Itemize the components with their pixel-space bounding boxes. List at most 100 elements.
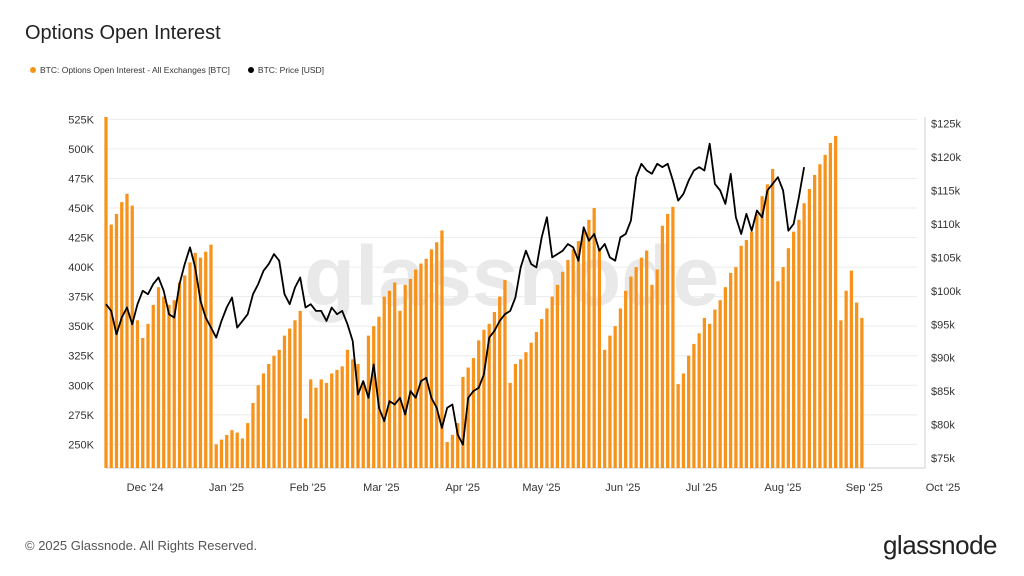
oi-bar	[130, 205, 134, 469]
x-tick-label: Jul '25	[686, 482, 717, 494]
y-left-tick-label: 375K	[68, 292, 94, 304]
legend-item-open-interest[interactable]: BTC: Options Open Interest - All Exchang…	[30, 65, 230, 75]
oi-bar	[382, 296, 386, 468]
oi-bar	[545, 308, 549, 468]
oi-bar	[629, 276, 633, 468]
oi-bar	[450, 434, 455, 468]
oi-bar	[282, 335, 287, 468]
oi-bar	[655, 269, 659, 468]
oi-bar	[214, 444, 218, 468]
oi-bar	[324, 382, 329, 468]
y-right-tick-label: $115k	[931, 186, 961, 198]
y-right-tick-label: $110k	[931, 219, 961, 231]
oi-bar	[177, 282, 182, 468]
oi-bar	[120, 202, 124, 468]
y-right-tick-label: $75k	[931, 453, 955, 465]
oi-bar	[561, 271, 565, 468]
x-tick-label: Mar '25	[363, 482, 399, 494]
y-left-tick-label: 425K	[68, 233, 94, 245]
y-right-tick-label: $80k	[931, 420, 955, 432]
chart-title: Options Open Interest	[25, 22, 221, 44]
y-right-tick-label: $105k	[931, 252, 961, 264]
y-left-tick-label: 275K	[68, 410, 94, 422]
legend-dot-price-icon	[247, 67, 254, 73]
oi-bar	[608, 335, 612, 468]
legend-dot-open-interest-icon	[30, 67, 36, 73]
oi-bar	[256, 385, 260, 468]
oi-bar	[818, 164, 822, 469]
oi-bar	[645, 250, 649, 468]
oi-bar	[477, 340, 481, 468]
y-right-tick-label: $120k	[931, 152, 961, 164]
oi-bar	[251, 403, 255, 468]
oi-bar	[461, 377, 465, 468]
oi-bar	[135, 320, 140, 468]
oi-bar	[330, 373, 334, 468]
oi-bar	[666, 213, 670, 468]
legend-item-price[interactable]: BTC: Price [USD]	[247, 65, 325, 75]
legend-label-open-interest: BTC: Options Open Interest - All Exchang…	[40, 65, 230, 75]
oi-bar	[781, 267, 785, 468]
oi-bar	[855, 302, 859, 468]
oi-bar	[162, 296, 166, 468]
oi-bar	[209, 244, 213, 468]
oi-bar	[582, 231, 586, 468]
oi-bar	[151, 304, 155, 468]
oi-bar	[587, 219, 591, 468]
oi-bar	[729, 273, 733, 468]
y-left-tick-label: 525K	[68, 114, 94, 126]
oi-bar	[534, 332, 539, 468]
oi-bar	[823, 154, 827, 468]
oi-bar	[650, 284, 654, 468]
oi-bar	[408, 278, 413, 468]
oi-bar	[624, 290, 628, 468]
oi-bar	[125, 193, 129, 468]
oi-bar	[398, 310, 402, 468]
oi-bar	[235, 432, 239, 468]
oi-bar	[372, 326, 376, 468]
oi-bar	[492, 312, 497, 468]
oi-bar	[240, 438, 245, 468]
oi-bar	[183, 275, 187, 468]
oi-bar	[550, 296, 554, 468]
oi-bar	[335, 369, 339, 468]
oi-bar	[387, 290, 392, 468]
x-tick-label: Jan '25	[209, 482, 244, 494]
x-tick-label: Apr '25	[445, 482, 480, 494]
oi-bar	[314, 387, 318, 468]
y-left-tick-label: 350K	[68, 321, 94, 333]
chart-legend: BTC: Options Open Interest - All Exchang…	[30, 65, 324, 75]
oi-bar	[702, 317, 707, 468]
x-tick-label: May '25	[522, 482, 560, 494]
oi-bar	[786, 248, 791, 468]
oi-bar	[524, 352, 528, 468]
oi-bar	[750, 231, 754, 468]
oi-bar	[760, 196, 764, 468]
oi-bar	[356, 364, 360, 468]
glassnode-logo: glassnode	[882, 530, 998, 560]
oi-bar	[109, 224, 113, 468]
price-line	[105, 142, 805, 446]
oi-bar	[660, 225, 665, 468]
oi-bar	[319, 379, 323, 468]
oi-bar	[813, 174, 817, 468]
oi-bar	[739, 245, 743, 468]
oi-bar	[503, 280, 507, 468]
oi-bar	[849, 270, 854, 468]
legend-label-price: BTC: Price [USD]	[257, 65, 325, 75]
oi-bar	[340, 366, 344, 468]
oi-bar	[188, 262, 192, 468]
y-left-tick-label: 400K	[68, 262, 94, 274]
oi-bar	[618, 308, 623, 468]
oi-bar	[225, 434, 229, 468]
copyright-footer: © 2025 Glassnode. All Rights Reserved.	[25, 538, 258, 553]
y-right-tick-label: $125k	[931, 119, 961, 131]
oi-bar	[303, 418, 308, 468]
oi-bar	[435, 242, 439, 468]
oi-bar	[592, 208, 596, 468]
oi-bar	[230, 430, 234, 468]
oi-bar	[445, 442, 449, 468]
oi-bar	[597, 248, 602, 468]
oi-bar	[366, 335, 371, 468]
oi-bar	[734, 267, 738, 468]
